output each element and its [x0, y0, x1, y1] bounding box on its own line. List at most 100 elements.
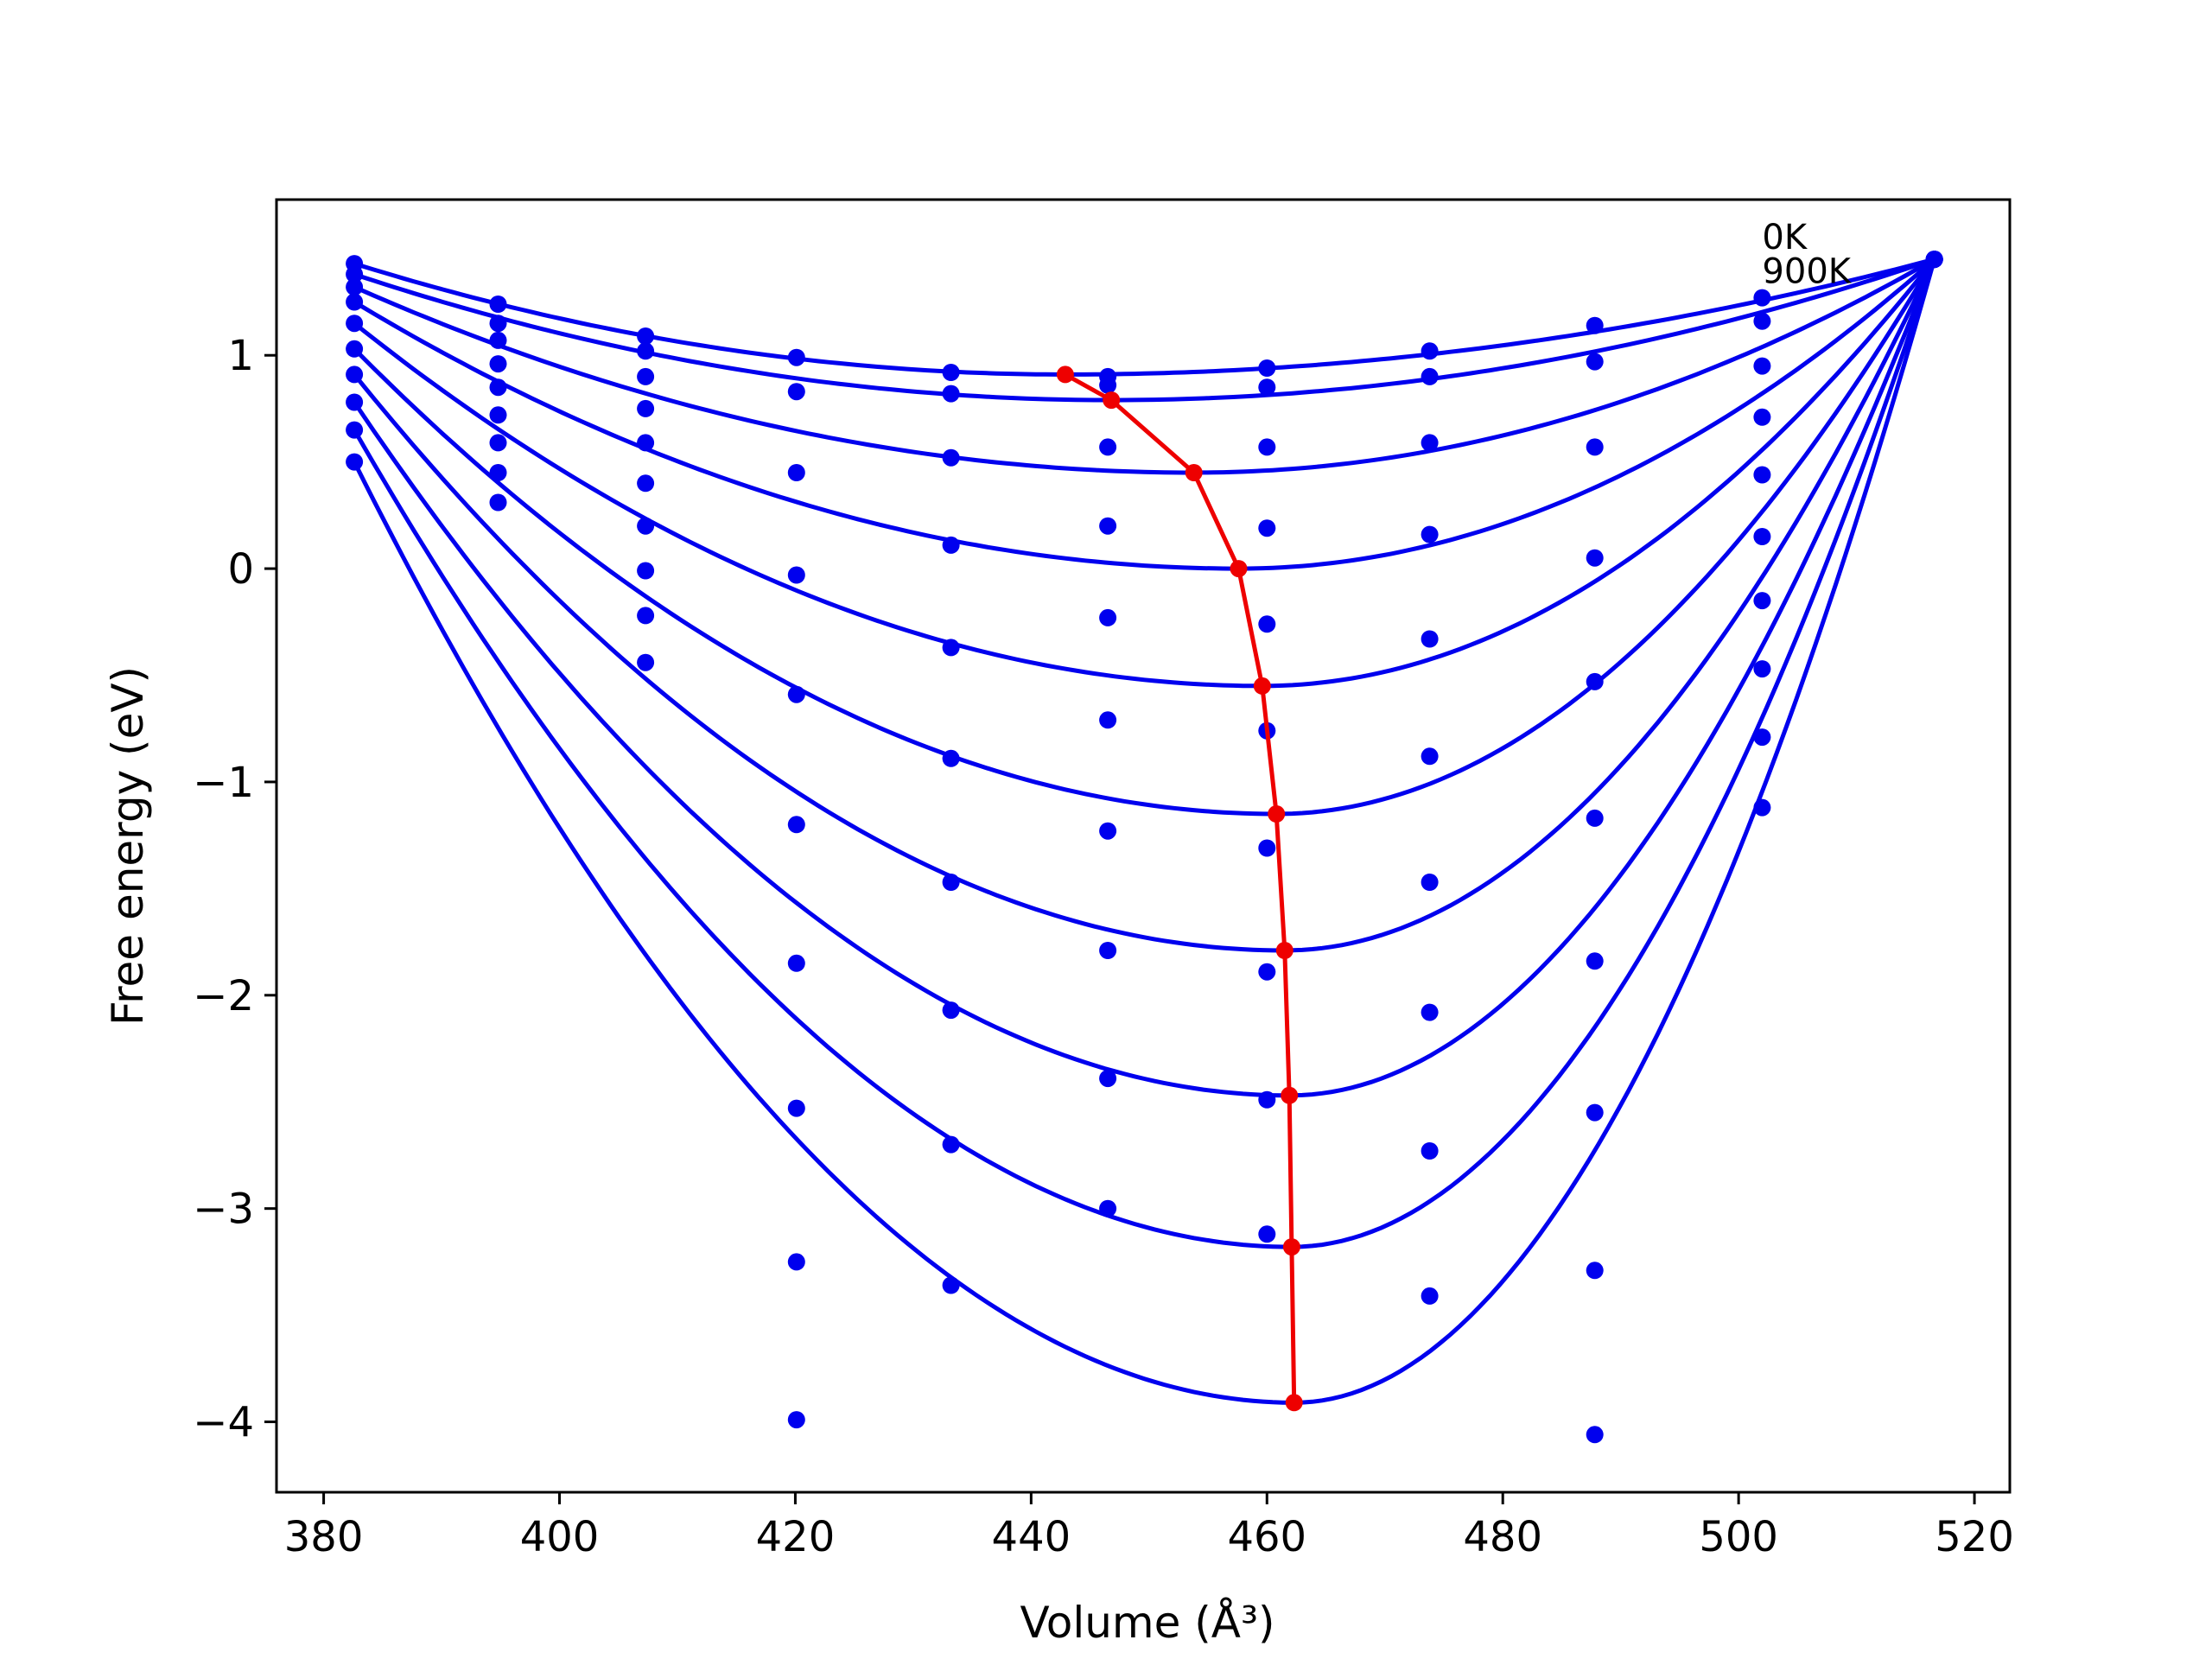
- minima-path: [1056, 365, 1303, 1412]
- minimum-point: [1230, 560, 1248, 578]
- fit-curve-5: [353, 257, 1936, 817]
- data-point: [1421, 1142, 1439, 1160]
- data-point: [1586, 672, 1604, 690]
- data-point: [1258, 359, 1276, 377]
- fit-curve-7: [353, 258, 1937, 1098]
- data-point: [1421, 630, 1439, 648]
- x-tick-label: 480: [1463, 1513, 1542, 1561]
- data-point: [1099, 942, 1117, 959]
- data-point: [942, 1001, 960, 1020]
- data-point: [942, 749, 960, 767]
- data-point: [637, 342, 655, 360]
- data-point: [1099, 822, 1117, 840]
- data-point: [1586, 952, 1604, 970]
- x-tick-label: 520: [1935, 1513, 2014, 1561]
- data-point: [489, 493, 507, 512]
- data-point: [637, 399, 655, 417]
- data-point: [1753, 528, 1771, 545]
- y-tick-label: −4: [193, 1399, 254, 1447]
- data-point: [1586, 1426, 1604, 1444]
- data-point: [1258, 963, 1276, 981]
- minimum-point: [1253, 677, 1271, 695]
- data-point: [787, 1099, 805, 1117]
- data-point: [637, 327, 655, 345]
- data-point: [637, 367, 655, 385]
- temperature-annotation: 0K: [1762, 218, 1808, 257]
- data-point: [346, 340, 364, 358]
- data-point: [489, 406, 507, 424]
- data-point: [1925, 251, 1943, 269]
- data-point: [637, 653, 655, 671]
- data-point: [346, 278, 364, 296]
- data-point: [489, 296, 507, 313]
- data-point: [942, 874, 960, 891]
- fit-curve-2: [353, 257, 1936, 475]
- fit-curve-9: [352, 258, 1937, 1405]
- data-point: [346, 453, 364, 471]
- data-point: [1421, 1287, 1439, 1305]
- data-point: [1258, 438, 1276, 456]
- data-point: [942, 1135, 960, 1154]
- data-point: [1753, 312, 1771, 330]
- y-tick-label: −2: [193, 972, 254, 1020]
- x-tick-label: 420: [756, 1513, 836, 1561]
- x-tick-label: 500: [1699, 1513, 1778, 1561]
- data-point: [346, 315, 364, 333]
- data-point: [787, 566, 805, 584]
- data-point: [1258, 615, 1276, 633]
- data-point: [1421, 367, 1439, 385]
- data-point: [1099, 711, 1117, 729]
- minimum-point: [1056, 365, 1074, 384]
- x-tick-label: 400: [520, 1513, 600, 1561]
- fit-curve-3: [353, 257, 1936, 571]
- minimum-point: [1281, 1086, 1299, 1104]
- data-point: [637, 607, 655, 625]
- data-point: [1586, 438, 1604, 456]
- data-point: [942, 639, 960, 657]
- minimum-point: [1275, 942, 1294, 959]
- y-axis-ticks: −4 −3 −2 −1 0 1: [193, 332, 276, 1447]
- data-point: [942, 1276, 960, 1294]
- data-point: [1586, 316, 1604, 334]
- fit-curve-1: [353, 257, 1936, 403]
- data-point: [1753, 592, 1771, 610]
- data-point: [1753, 357, 1771, 375]
- data-point: [346, 421, 364, 439]
- y-tick-label: 0: [227, 545, 254, 594]
- data-point: [787, 1411, 805, 1429]
- data-point: [1258, 1225, 1276, 1243]
- data-point: [1586, 1103, 1604, 1122]
- data-point: [787, 685, 805, 703]
- x-tick-label: 440: [992, 1513, 1071, 1561]
- data-point: [942, 448, 960, 467]
- data-point: [346, 293, 364, 311]
- data-point: [1099, 438, 1117, 456]
- data-point: [346, 365, 364, 384]
- data-point: [489, 434, 507, 452]
- temperature-annotation: 900K: [1762, 251, 1852, 291]
- data-point: [942, 364, 960, 381]
- y-tick-label: 1: [227, 332, 254, 380]
- plot-frame: [275, 198, 2012, 1494]
- data-point: [942, 536, 960, 554]
- data-point: [1753, 466, 1771, 484]
- data-point: [1586, 1262, 1604, 1280]
- fit-curves: [352, 257, 1937, 1405]
- data-point: [489, 355, 507, 373]
- data-point: [489, 378, 507, 397]
- x-axis-title: Volume (Å³): [1020, 1598, 1274, 1648]
- data-point: [1586, 353, 1604, 371]
- data-point: [787, 383, 805, 401]
- x-axis-ticks: 380 400 420 440 460 480 500 520: [284, 1492, 2014, 1561]
- data-point: [1753, 408, 1771, 426]
- data-point: [787, 464, 805, 481]
- data-point: [1753, 289, 1771, 307]
- x-tick-label: 460: [1227, 1513, 1306, 1561]
- data-point: [1099, 517, 1117, 535]
- data-point: [346, 393, 364, 411]
- data-point: [942, 385, 960, 403]
- data-point: [637, 434, 655, 452]
- data-point: [1258, 839, 1276, 857]
- data-point: [1258, 378, 1276, 397]
